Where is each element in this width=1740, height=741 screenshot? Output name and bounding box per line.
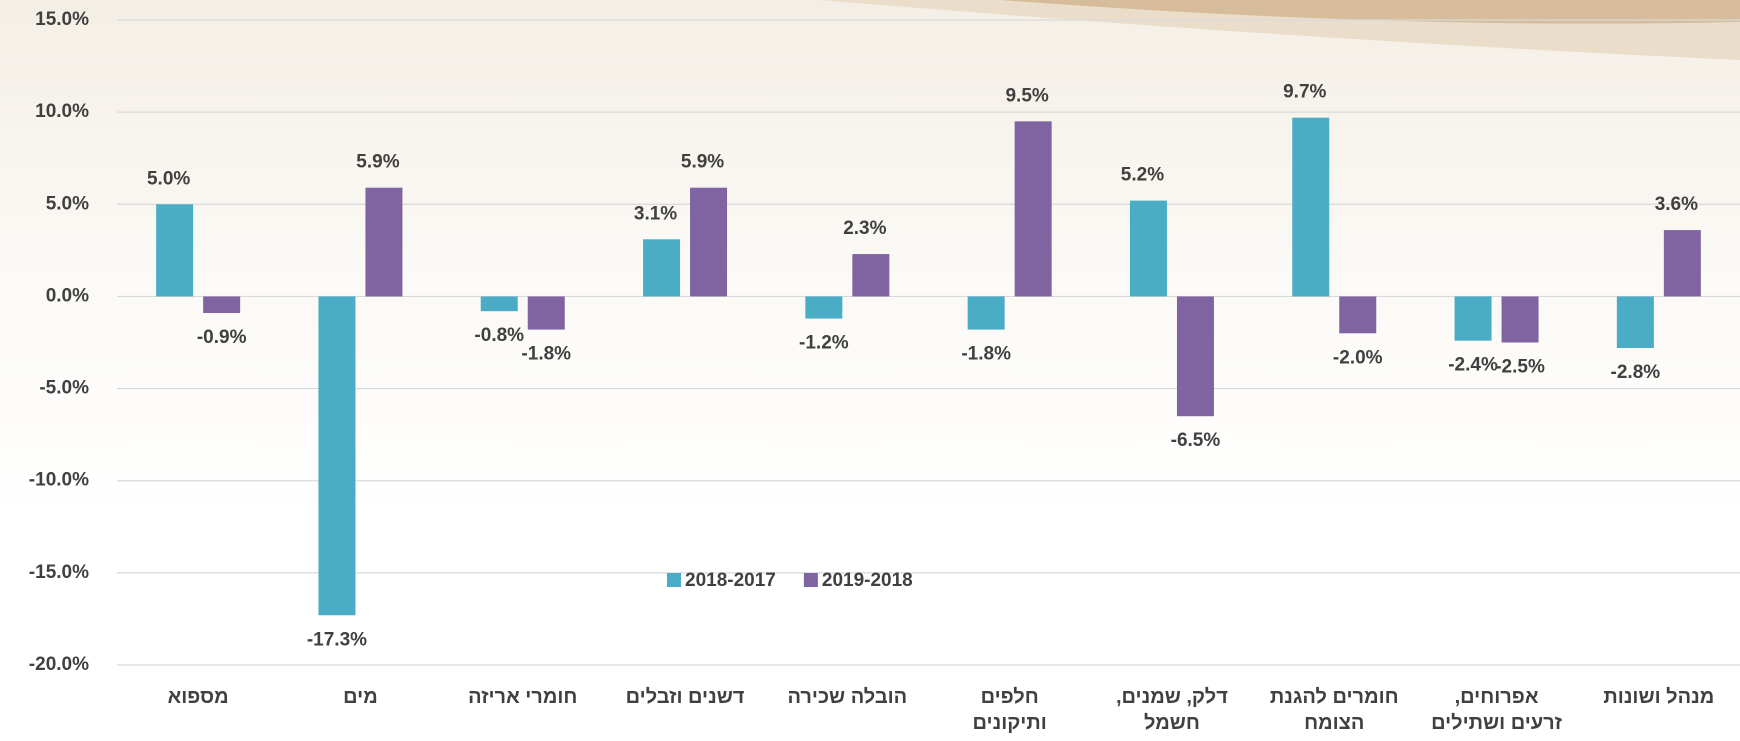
bar bbox=[1292, 118, 1329, 297]
bar bbox=[1339, 296, 1376, 333]
bar bbox=[318, 296, 355, 615]
legend-label: 2019-2018 bbox=[822, 570, 913, 591]
y-tick-label: 10.0% bbox=[35, 101, 89, 122]
x-tick-label: אפרוחים, זרעים ושתילים bbox=[1416, 684, 1578, 736]
legend-label: 2018-2017 bbox=[685, 570, 776, 591]
chart: -20.0% -15.0% -10.0% -5.0% 0.0% 5.0% 10.0% 15.0… bbox=[0, 0, 1740, 741]
value-label: -1.2% bbox=[799, 333, 849, 354]
bar bbox=[690, 188, 727, 297]
chart-page: -20.0% -15.0% -10.0% -5.0% 0.0% 5.0% 10.0% 15.0… bbox=[0, 0, 1740, 741]
value-label: -2.4% bbox=[1448, 355, 1498, 376]
x-tick-label: מספוא bbox=[117, 684, 279, 710]
bar bbox=[156, 204, 193, 296]
value-label: -1.8% bbox=[521, 344, 571, 365]
x-tick-label: חומרים להגנת הצומח bbox=[1253, 684, 1415, 736]
value-label: -2.8% bbox=[1611, 362, 1661, 383]
value-label: 5.0% bbox=[147, 168, 190, 189]
value-label: 3.6% bbox=[1655, 194, 1698, 215]
bar bbox=[968, 296, 1005, 329]
bar bbox=[1617, 296, 1654, 348]
bar bbox=[1455, 296, 1492, 340]
bar bbox=[203, 296, 240, 313]
y-tick-label: -20.0% bbox=[29, 654, 89, 675]
bar bbox=[643, 239, 680, 296]
bar bbox=[1664, 230, 1701, 296]
value-label: 3.1% bbox=[634, 203, 677, 224]
y-tick-label: 15.0% bbox=[35, 9, 89, 30]
value-label: -0.8% bbox=[474, 325, 524, 346]
bar bbox=[852, 254, 889, 296]
value-label: -2.0% bbox=[1333, 347, 1383, 368]
x-tick-label: חומרי אריזה bbox=[442, 684, 604, 710]
legend-swatch bbox=[804, 573, 818, 587]
x-tick-label: דלק, שמנים, חשמל bbox=[1091, 684, 1253, 736]
legend-swatch bbox=[667, 573, 681, 587]
value-label: 5.2% bbox=[1121, 165, 1164, 186]
value-label: -2.5% bbox=[1495, 357, 1545, 378]
x-tick-label: מנהל ושונות bbox=[1578, 684, 1740, 710]
bar bbox=[528, 296, 565, 329]
value-label: -17.3% bbox=[307, 629, 367, 650]
x-tick-label: מים bbox=[279, 684, 441, 710]
value-label: 5.9% bbox=[356, 152, 399, 173]
y-tick-label: -5.0% bbox=[39, 378, 89, 399]
x-tick-label: דשנים וזבלים bbox=[604, 684, 766, 710]
bar bbox=[805, 296, 842, 318]
value-label: -1.8% bbox=[961, 344, 1011, 365]
value-label: 5.9% bbox=[681, 152, 724, 173]
value-label: 2.3% bbox=[843, 218, 886, 239]
bar bbox=[1130, 201, 1167, 297]
value-label: 9.5% bbox=[1005, 85, 1048, 106]
x-tick-label: הובלה שכירה bbox=[766, 684, 928, 710]
y-tick-label: 0.0% bbox=[46, 285, 89, 306]
bar bbox=[481, 296, 518, 311]
bar bbox=[1177, 296, 1214, 416]
x-tick-label: חלפים ותיקונים bbox=[929, 684, 1091, 736]
bar bbox=[365, 188, 402, 297]
value-label: 9.7% bbox=[1283, 82, 1326, 103]
bar bbox=[1015, 121, 1052, 296]
y-tick-label: -15.0% bbox=[29, 562, 89, 583]
value-label: -0.9% bbox=[197, 327, 247, 348]
bar bbox=[1502, 296, 1539, 342]
y-tick-label: -10.0% bbox=[29, 470, 89, 491]
y-tick-label: 5.0% bbox=[46, 193, 89, 214]
value-label: -6.5% bbox=[1171, 430, 1221, 451]
